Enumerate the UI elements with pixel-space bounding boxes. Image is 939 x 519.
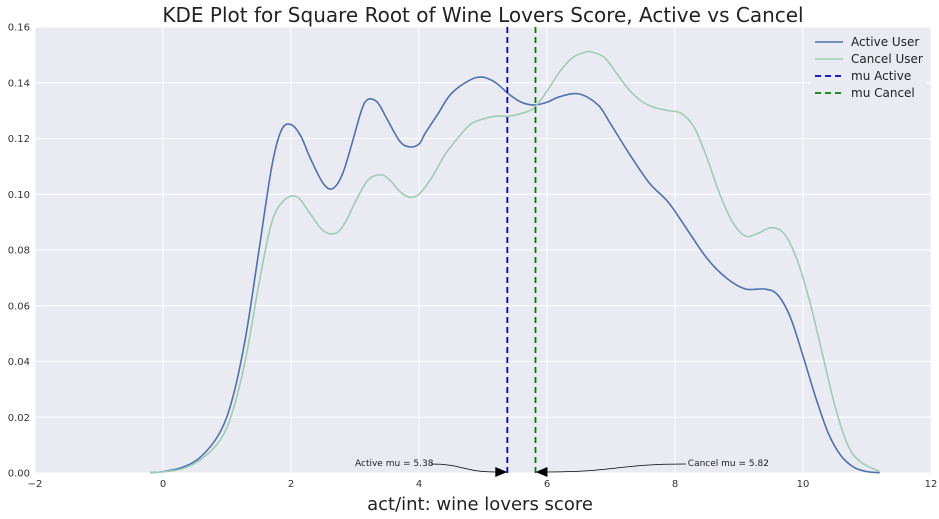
y-tick-label: 0.14 [8, 78, 30, 89]
x-tick-label: 0 [160, 479, 166, 490]
annotation-arrow-head-1 [535, 467, 548, 477]
y-tick-label: 0.10 [8, 190, 30, 201]
annotation-arrow-head-0 [495, 467, 508, 477]
x-tick-label: 6 [544, 479, 550, 490]
annotation-arrow-line-1 [547, 463, 686, 473]
series-line-active-user [150, 76, 880, 474]
annotation-text-1: Cancel mu = 5.82 [688, 459, 769, 469]
x-tick-label: 12 [925, 479, 938, 490]
y-tick-label: 0.02 [8, 413, 30, 424]
mean-lines [506, 27, 537, 473]
y-tick-label: 0.16 [8, 23, 30, 34]
x-tick-label: −2 [28, 479, 43, 490]
y-tick-labels: 0.00 0.02 0.04 0.06 0.08 0.10 0.12 0.14 0.16 [8, 23, 30, 480]
y-tick-label: 0.00 [8, 469, 30, 480]
y-tick-label: 0.04 [8, 357, 30, 368]
x-tick-label: 8 [672, 479, 678, 490]
series-layer [150, 50, 881, 474]
annotations: Active mu = 5.38 Cancel mu = 5.82 [355, 459, 769, 477]
x-tick-label: 4 [416, 479, 422, 490]
chart-title: KDE Plot for Square Root of Wine Lovers … [162, 3, 803, 27]
y-tick-label: 0.08 [8, 246, 30, 257]
annotation-arrow-line-0 [430, 463, 496, 473]
x-tick-label: 2 [288, 479, 294, 490]
legend-box [810, 32, 926, 104]
legend-label-mu-cancel: mu Cancel [851, 86, 915, 100]
x-tick-labels: −2 0 2 4 6 8 10 12 [28, 479, 938, 490]
x-axis-label: act/int: wine lovers score [367, 494, 593, 515]
legend: Active User Cancel User mu Active mu Cancel [810, 32, 926, 104]
legend-label-active-user: Active User [851, 35, 919, 49]
legend-label-cancel-user: Cancel User [851, 52, 923, 66]
y-tick-label: 0.06 [8, 301, 30, 312]
grid-lines [34, 26, 932, 474]
x-tick-label: 10 [797, 479, 810, 490]
legend-label-mu-active: mu Active [851, 69, 911, 83]
series-line-cancel-user [150, 50, 881, 474]
annotation-text-0: Active mu = 5.38 [355, 459, 434, 469]
y-tick-label: 0.12 [8, 134, 30, 145]
